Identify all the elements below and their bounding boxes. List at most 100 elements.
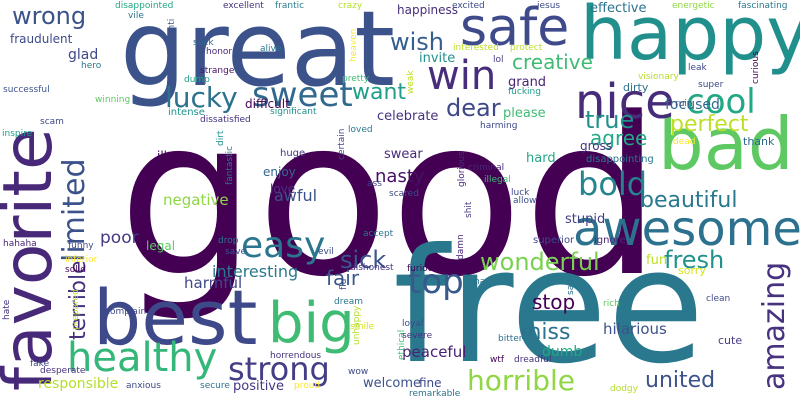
cloud-word: hard — [526, 151, 556, 166]
cloud-word: desperate — [40, 366, 86, 376]
cloud-word: energetic — [672, 1, 715, 11]
cloud-word: curious — [751, 51, 761, 84]
cloud-word: wow — [348, 367, 369, 377]
cloud-word: thank — [743, 135, 775, 148]
cloud-word: significant — [270, 107, 317, 117]
cloud-word: loved — [348, 125, 373, 135]
cloud-word: funny — [68, 241, 94, 251]
cloud-word: best — [93, 273, 258, 362]
cloud-word: dear — [446, 94, 501, 122]
cloud-word: crazy — [338, 1, 363, 11]
cloud-word: dreadful — [514, 355, 552, 365]
cloud-word: disappointing — [586, 154, 654, 165]
cloud-word: winning — [95, 95, 131, 105]
cloud-word: bold — [578, 165, 648, 203]
cloud-word: favorite — [0, 128, 68, 391]
cloud-word: big — [268, 291, 355, 356]
cloud-word: successful — [3, 85, 50, 95]
cloud-word: invite — [419, 51, 456, 66]
cloud-word: frantic — [275, 1, 305, 11]
cloud-word: dirty — [623, 81, 649, 94]
cloud-word: great — [120, 0, 395, 110]
cloud-word: fucking — [508, 87, 541, 97]
cloud-word: dodgy — [610, 384, 638, 394]
cloud-word: fake — [30, 359, 50, 369]
cloud-word: horrendous — [270, 351, 322, 361]
cloud-word: criminal — [468, 163, 505, 173]
cloud-word: easy — [241, 225, 326, 266]
cloud-word: scam — [40, 117, 64, 127]
cloud-word: ill — [157, 149, 168, 163]
cloud-word: save — [225, 247, 247, 257]
cloud-word: enjoy — [263, 165, 296, 179]
cloud-word: stupid — [565, 212, 606, 227]
cloud-word: hahaha — [3, 239, 37, 249]
cloud-word: drop — [218, 236, 239, 246]
cloud-word: good — [118, 72, 662, 325]
cloud-word: cute — [718, 334, 743, 347]
cloud-word: dead — [673, 137, 696, 147]
cloud-word: accept — [363, 229, 394, 239]
cloud-word: rich — [603, 299, 620, 309]
cloud-word: fascinating — [738, 1, 788, 11]
cloud-word: excellent — [223, 1, 264, 11]
cloud-word: unhappy — [352, 305, 362, 345]
cloud-word: dissatisfied — [200, 115, 251, 125]
cloud-word: proud — [294, 381, 321, 391]
cloud-word: prepared — [71, 289, 81, 330]
cloud-word: allow — [513, 196, 537, 206]
cloud-word: hate — [2, 299, 12, 320]
cloud-word: perfect — [670, 112, 749, 137]
cloud-word: nice — [575, 74, 675, 130]
cloud-word: wonderful — [480, 248, 600, 276]
cloud-word: scared — [389, 189, 419, 199]
cloud-word: visionary — [638, 72, 679, 82]
cloud-word: fresh — [664, 246, 725, 274]
cloud-word: sweet — [252, 75, 353, 115]
cloud-word: win — [427, 53, 497, 99]
cloud-word: horrible — [467, 364, 575, 397]
cloud-word: sick — [340, 246, 387, 274]
cloud-word: miss — [520, 320, 571, 345]
cloud-word: top — [408, 262, 464, 302]
cloud-word: inferior — [65, 255, 98, 265]
cloud-word: fair — [326, 266, 360, 290]
cloud-word: dream — [334, 297, 364, 307]
cloud-word: cool — [686, 82, 756, 122]
cloud-word: fun — [646, 253, 668, 268]
cloud-word: bitter — [498, 334, 523, 344]
cloud-word: dumb — [542, 344, 583, 360]
cloud-word: heaven — [349, 28, 359, 62]
cloud-word: wtf — [490, 355, 505, 365]
cloud-word: harming — [480, 121, 518, 131]
cloud-word: wish — [390, 28, 445, 56]
cloud-word: grand — [508, 75, 547, 90]
cloud-word: clean — [706, 294, 731, 304]
cloud-word: ha — [474, 277, 486, 287]
cloud-word: damn — [456, 234, 466, 260]
cloud-word: leak — [688, 63, 707, 73]
cloud-word: focused — [665, 97, 720, 113]
cloud-word: protect — [510, 43, 543, 53]
cloud-word: wrong — [12, 2, 87, 30]
cloud-word: honor — [206, 47, 233, 57]
cloud-word: poor — [100, 228, 139, 248]
cloud-word: flu — [339, 278, 349, 290]
cloud-word: fantastic — [225, 145, 235, 185]
cloud-word: legal — [146, 239, 176, 253]
cloud-word: happiness — [397, 3, 459, 17]
cloud-word: secure — [200, 381, 230, 391]
cloud-word: fine — [419, 376, 442, 390]
cloud-word: ignore — [594, 235, 626, 246]
cloud-word: happy — [580, 0, 800, 77]
cloud-word: disappointed — [115, 1, 174, 11]
cloud-word: weak — [406, 70, 416, 94]
cloud-word: severe — [402, 331, 433, 341]
cloud-word: vile — [128, 11, 144, 21]
cloud-word: fraudulent — [10, 32, 73, 46]
cloud-word: welcome — [363, 376, 422, 391]
cloud-word: shit — [464, 201, 474, 218]
cloud-word: excited — [452, 1, 485, 11]
cloud-word: swear — [384, 147, 423, 162]
